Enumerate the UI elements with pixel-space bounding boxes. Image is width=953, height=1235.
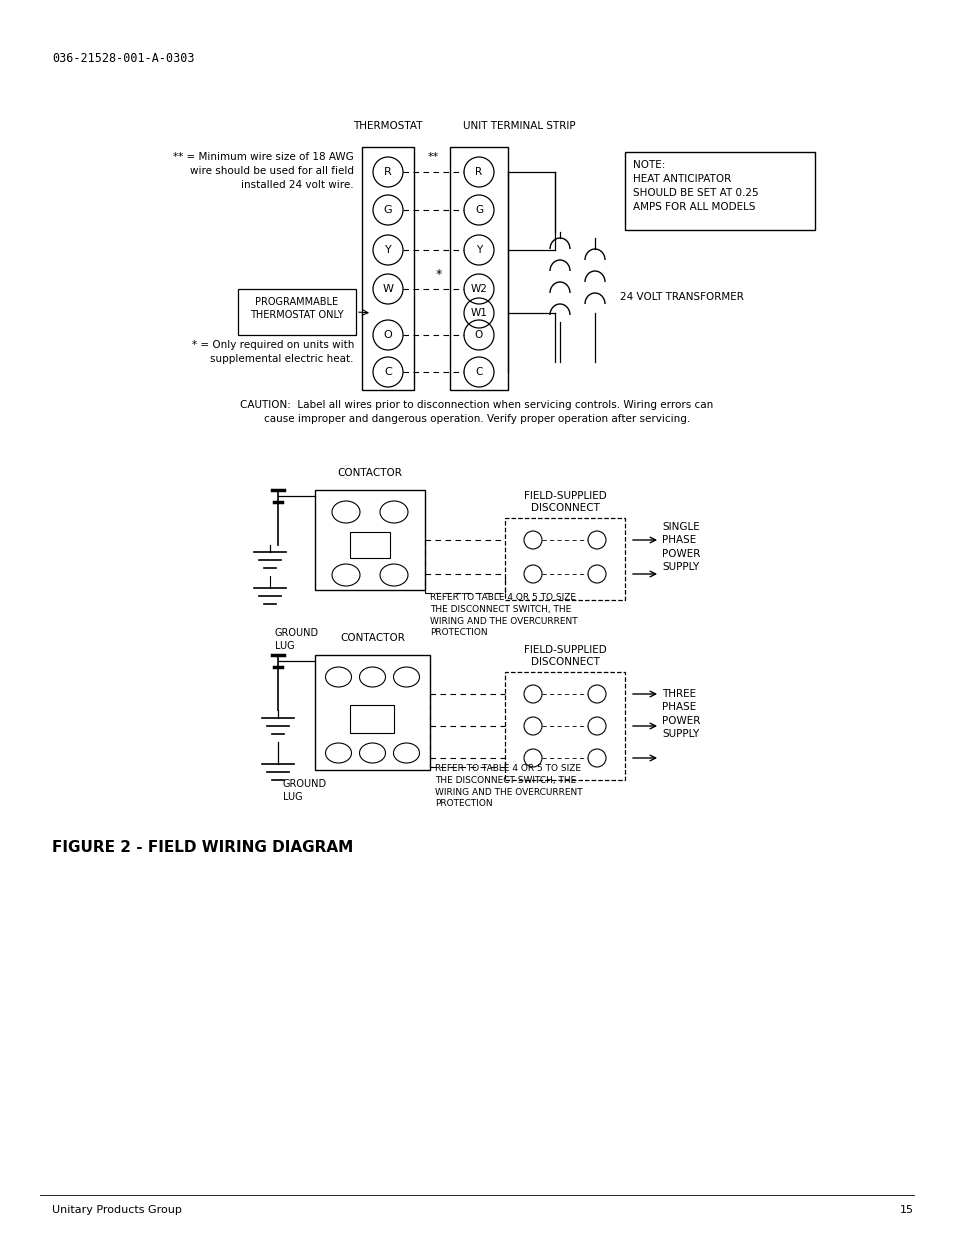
Text: Y: Y — [384, 245, 391, 254]
Text: 15: 15 — [899, 1205, 913, 1215]
Text: THREE
PHASE
POWER
SUPPLY: THREE PHASE POWER SUPPLY — [661, 689, 700, 739]
Text: R: R — [384, 167, 392, 177]
Text: FIGURE 2 - FIELD WIRING DIAGRAM: FIGURE 2 - FIELD WIRING DIAGRAM — [52, 840, 353, 855]
Text: 036-21528-001-A-0303: 036-21528-001-A-0303 — [52, 52, 194, 65]
Text: C: C — [475, 367, 482, 377]
Bar — [350, 532, 390, 558]
Text: R: R — [475, 167, 482, 177]
Text: NOTE:
HEAT ANTICIPATOR
SHOULD BE SET AT 0.25
AMPS FOR ALL MODELS: NOTE: HEAT ANTICIPATOR SHOULD BE SET AT … — [633, 161, 758, 212]
Text: Unitary Products Group: Unitary Products Group — [52, 1205, 182, 1215]
Text: FIELD-SUPPLIED
DISCONNECT: FIELD-SUPPLIED DISCONNECT — [523, 645, 606, 667]
Bar — [504, 672, 624, 781]
Text: O: O — [383, 330, 392, 340]
Text: FIELD-SUPPLIED
DISCONNECT: FIELD-SUPPLIED DISCONNECT — [523, 490, 606, 513]
Text: LUG: LUG — [283, 792, 302, 802]
Text: LUG: LUG — [274, 641, 294, 651]
Text: CONTACTOR: CONTACTOR — [337, 468, 402, 478]
Text: C: C — [384, 367, 392, 377]
Text: * = Only required on units with
supplemental electric heat.: * = Only required on units with suppleme… — [192, 340, 354, 364]
Text: CAUTION:  Label all wires prior to disconnection when servicing controls. Wiring: CAUTION: Label all wires prior to discon… — [240, 400, 713, 424]
Bar — [237, 289, 355, 335]
Bar — [361, 147, 414, 390]
Text: G: G — [475, 205, 482, 215]
Text: GROUND: GROUND — [283, 779, 327, 789]
Text: UNIT TERMINAL STRIP: UNIT TERMINAL STRIP — [462, 121, 575, 131]
Bar — [504, 517, 624, 600]
Text: ** = Minimum wire size of 18 AWG
wire should be used for all field
installed 24 : ** = Minimum wire size of 18 AWG wire sh… — [173, 152, 354, 190]
Text: CONTACTOR: CONTACTOR — [339, 634, 404, 643]
Text: REFER TO TABLE 4 OR 5 TO SIZE
THE DISCONNECT SWITCH, THE
WIRING AND THE OVERCURR: REFER TO TABLE 4 OR 5 TO SIZE THE DISCON… — [430, 593, 577, 637]
Text: PROGRAMMABLE
THERMOSTAT ONLY: PROGRAMMABLE THERMOSTAT ONLY — [250, 296, 343, 320]
Bar — [624, 152, 814, 230]
Text: REFER TO TABLE 4 OR 5 TO SIZE
THE DISCONNECT SWITCH, THE
WIRING AND THE OVERCURR: REFER TO TABLE 4 OR 5 TO SIZE THE DISCON… — [435, 764, 582, 809]
Text: Y: Y — [476, 245, 481, 254]
Bar — [450, 147, 507, 390]
Text: W1: W1 — [470, 308, 487, 317]
Text: SINGLE
PHASE
POWER
SUPPLY: SINGLE PHASE POWER SUPPLY — [661, 522, 700, 572]
Text: *: * — [435, 268, 441, 282]
Bar — [314, 490, 424, 590]
Text: 24 VOLT TRANSFORMER: 24 VOLT TRANSFORMER — [619, 291, 743, 303]
Text: W2: W2 — [470, 284, 487, 294]
Text: W: W — [382, 284, 393, 294]
Text: G: G — [383, 205, 392, 215]
Text: O: O — [475, 330, 482, 340]
Bar — [314, 655, 430, 769]
Bar — [350, 705, 395, 734]
Text: **: ** — [428, 152, 438, 162]
Text: GROUND: GROUND — [274, 629, 319, 638]
Text: THERMOSTAT: THERMOSTAT — [353, 121, 422, 131]
